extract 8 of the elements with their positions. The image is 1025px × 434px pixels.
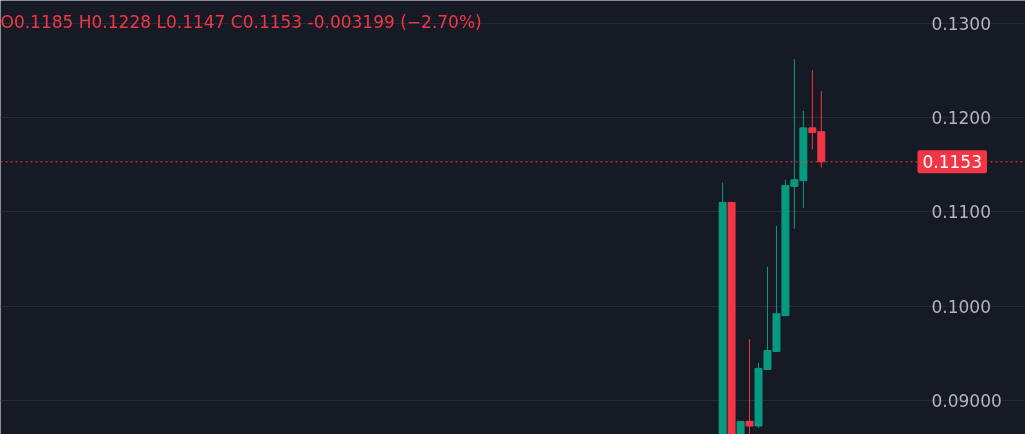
- ref-line-label: 0.1153: [922, 152, 982, 173]
- y-tick-label: 0.09000: [931, 391, 1002, 412]
- candlestick: [745, 338, 754, 434]
- text: O0.1185 H0.1228 L0.1147 C0.1153 -0.003199 (−2.70%): [0, 11, 482, 32]
- y-tick-label: 0.1000: [931, 296, 991, 317]
- y-tick-label: 0.1200: [931, 107, 991, 128]
- y-tick-label: 0.1300: [931, 13, 991, 34]
- y-tick-label: 0.1100: [931, 202, 991, 223]
